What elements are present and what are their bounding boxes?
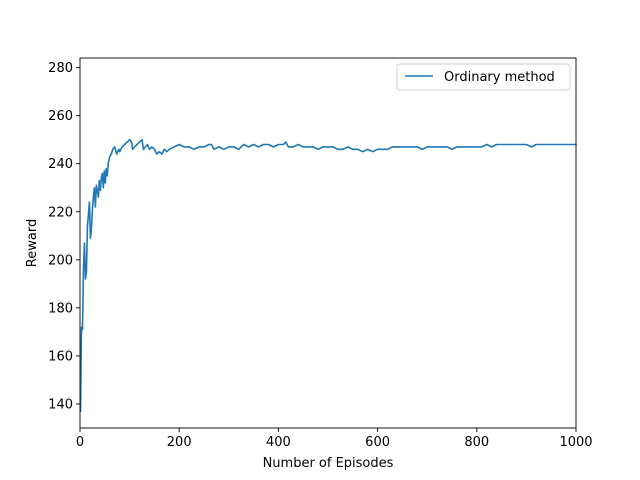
- y-axis: 140 160 180 200 220 240 260 280: [48, 61, 80, 412]
- x-tick-label: 400: [266, 435, 291, 450]
- y-tick-label: 140: [48, 397, 73, 412]
- y-tick-label: 240: [48, 157, 73, 172]
- y-tick-label: 280: [48, 61, 73, 76]
- plot-area: [79, 57, 577, 429]
- legend-label-ordinary-method: Ordinary method: [444, 70, 555, 85]
- y-axis-label: Reward: [25, 219, 40, 267]
- y-tick-label: 220: [48, 205, 73, 220]
- x-tick-label: 200: [167, 435, 192, 450]
- series-line-ordinary-method: [79, 138, 577, 412]
- y-tick-label: 160: [48, 349, 73, 364]
- legend: Ordinary method: [396, 63, 571, 91]
- y-tick-label: 180: [48, 301, 73, 316]
- x-tick-label: 0: [76, 435, 84, 450]
- x-axis: 0 200 400 600 800 1000: [76, 428, 593, 450]
- x-tick-label: 800: [464, 435, 489, 450]
- axes-frame: [79, 57, 577, 429]
- x-tick-label: 600: [365, 435, 390, 450]
- x-axis-label: Number of Episodes: [263, 456, 394, 471]
- legend-box: [396, 63, 571, 91]
- y-tick-label: 200: [48, 253, 73, 268]
- x-tick-label: 1000: [559, 435, 592, 450]
- y-tick-label: 260: [48, 109, 73, 124]
